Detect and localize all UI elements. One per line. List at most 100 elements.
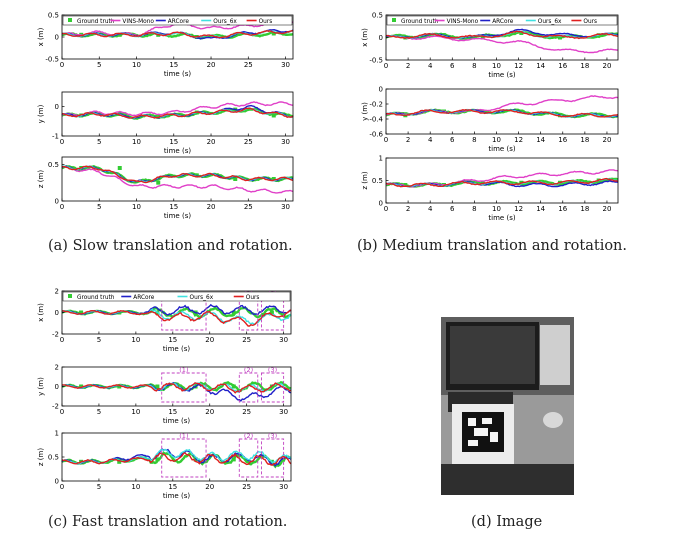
series-line-ours bbox=[61, 107, 294, 119]
x-tick-label: 12 bbox=[514, 136, 523, 144]
roi-label: (2) bbox=[244, 432, 253, 440]
legend: Ground truth VINS-Mono ARCore Ours_6x Ours bbox=[386, 15, 618, 26]
legend-label: Ground truth bbox=[77, 295, 115, 301]
ground-truth-marker bbox=[231, 310, 236, 315]
y-tick-label: 0.5 bbox=[372, 12, 383, 20]
series-line-ours bbox=[386, 30, 619, 40]
y-axis-label: y (m) bbox=[37, 104, 45, 123]
x-tick-label: 2 bbox=[406, 136, 410, 144]
x-tick-label: 10 bbox=[492, 136, 501, 144]
x-tick-label: 14 bbox=[536, 62, 545, 70]
subplot-b-y: 0 2 4 6 8 10 12 14 16 18 20 time (s) 0 -0.2 -0.4 -0.6 y … bbox=[361, 86, 619, 153]
x-tick-label: 14 bbox=[536, 205, 545, 213]
roi-box bbox=[161, 438, 207, 478]
x-tick-label: 15 bbox=[168, 408, 177, 416]
x-tick-label: 18 bbox=[580, 205, 589, 213]
mug-icon bbox=[543, 412, 563, 428]
legend-label: Ours bbox=[259, 19, 273, 25]
ground-truth-marker bbox=[271, 177, 276, 181]
y-tick-label: -1 bbox=[52, 133, 59, 141]
roi-label: (2) bbox=[244, 366, 253, 374]
subplot-c-z: 0 5 10 15 20 25 30 time (s) 1 0.5 0 z (m) (1) (2) (3) bbox=[37, 430, 292, 500]
y-tick-label: -2 bbox=[52, 403, 59, 411]
legend-label: Ours_6x bbox=[213, 19, 237, 25]
x-tick-label: 12 bbox=[514, 62, 523, 70]
x-tick-label: 8 bbox=[472, 136, 476, 144]
scene-image bbox=[441, 317, 574, 495]
ground-truth-marker bbox=[231, 457, 236, 462]
x-tick-label: 14 bbox=[536, 136, 545, 144]
ground-truth-marker bbox=[79, 384, 84, 389]
x-tick-label: 25 bbox=[244, 138, 253, 146]
x-tick-label: 30 bbox=[281, 203, 290, 211]
legend: Ground truth ARCore Ours_6x Ours bbox=[62, 291, 291, 302]
subplot-b-z: 0 2 4 6 8 10 12 14 16 18 20 time (s) 1 0.5 0 z (m) bbox=[361, 155, 619, 222]
x-tick-label: 15 bbox=[169, 138, 178, 146]
series-line-ours bbox=[385, 108, 619, 118]
x-tick-label: 5 bbox=[97, 203, 101, 211]
y-tick-label: 0 bbox=[55, 103, 59, 111]
ground-truth-marker bbox=[194, 173, 199, 178]
x-tick-label: 2 bbox=[406, 205, 410, 213]
y-axis-label: x (m) bbox=[37, 303, 45, 322]
legend-label: Ours bbox=[246, 295, 260, 301]
roi-box bbox=[238, 296, 259, 331]
series-line-vins-mono bbox=[385, 35, 619, 54]
caption-a: (a) Slow translation and rotation. bbox=[48, 238, 293, 254]
x-tick-label: 5 bbox=[97, 408, 101, 416]
y-axis-label: z (m) bbox=[37, 170, 45, 188]
monitor-screen bbox=[450, 326, 535, 384]
roi-box bbox=[238, 372, 259, 403]
x-tick-label: 10 bbox=[132, 61, 141, 69]
y-axis-label: z (m) bbox=[361, 171, 369, 189]
x-tick-label: 0 bbox=[60, 408, 64, 416]
y-tick-label: 2 bbox=[55, 364, 59, 372]
ground-truth-marker bbox=[231, 384, 236, 389]
marker-cell bbox=[490, 432, 498, 442]
series-line-ours bbox=[61, 382, 292, 394]
ground-truth-marker bbox=[79, 310, 84, 315]
caption-c: (c) Fast translation and rotation. bbox=[48, 514, 288, 530]
x-tick-label: 10 bbox=[131, 408, 140, 416]
x-tick-label: 25 bbox=[244, 203, 253, 211]
legend-label: ARCore bbox=[168, 19, 190, 25]
y-axis-label: y (m) bbox=[37, 377, 45, 396]
x-tick-label: 0 bbox=[60, 138, 64, 146]
legend-label: Ground truth bbox=[401, 19, 439, 25]
x-tick-label: 16 bbox=[558, 136, 567, 144]
legend-box bbox=[62, 291, 291, 302]
x-tick-label: 2 bbox=[406, 62, 410, 70]
ground-truth-marker bbox=[269, 310, 274, 315]
x-tick-label: 4 bbox=[428, 136, 433, 144]
x-tick-label: 30 bbox=[279, 408, 288, 416]
y-tick-label: 0.5 bbox=[48, 454, 59, 462]
x-tick-label: 0 bbox=[384, 136, 388, 144]
x-tick-label: 10 bbox=[131, 336, 140, 344]
roi-label: (1) bbox=[179, 366, 188, 374]
x-tick-label: 5 bbox=[97, 138, 101, 146]
y-tick-label: 0 bbox=[55, 309, 59, 317]
series-line-ours bbox=[61, 29, 293, 39]
x-tick-label: 10 bbox=[132, 138, 141, 146]
x-tick-label: 18 bbox=[580, 62, 589, 70]
y-tick-label: 0 bbox=[55, 198, 59, 206]
ground-truth-marker bbox=[480, 35, 485, 40]
y-tick-label: 0 bbox=[379, 200, 383, 208]
x-tick-label: 20 bbox=[205, 408, 214, 416]
x-tick-label: 16 bbox=[558, 62, 567, 70]
ground-truth-marker bbox=[117, 459, 122, 464]
x-tick-label: 16 bbox=[558, 205, 567, 213]
y-tick-label: 2 bbox=[55, 288, 59, 296]
x-tick-label: 30 bbox=[281, 138, 290, 146]
x-tick-label: 10 bbox=[131, 483, 140, 491]
y-tick-label: 0 bbox=[55, 383, 59, 391]
x-axis-label: time (s) bbox=[164, 147, 191, 155]
x-tick-label: 5 bbox=[97, 61, 101, 69]
y-axis-label: z (m) bbox=[37, 448, 45, 466]
x-tick-label: 20 bbox=[602, 205, 611, 213]
